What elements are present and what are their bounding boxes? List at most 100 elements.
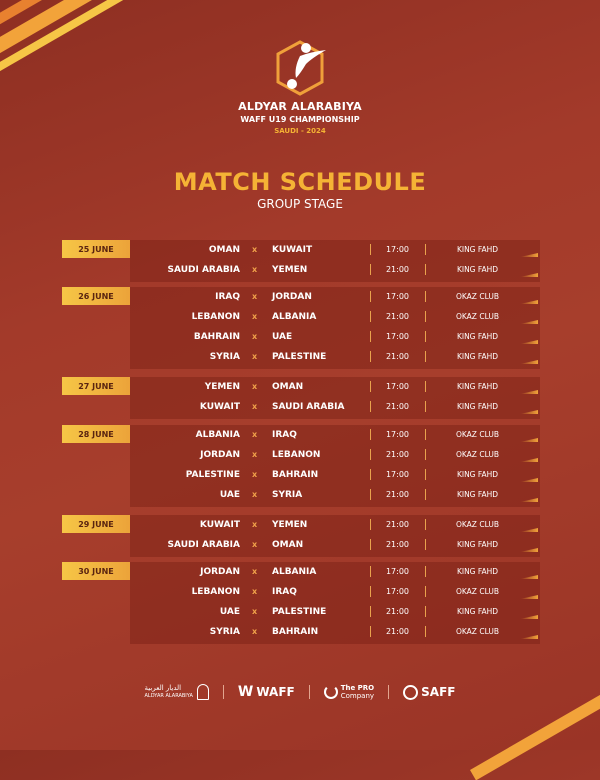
kickoff-time: 21:00 xyxy=(385,450,410,459)
match-row: YEMEN x OMAN 17:00 KING FAHD xyxy=(130,377,540,397)
home-team: UAE xyxy=(219,607,240,617)
decor-flag xyxy=(520,438,538,442)
championship-logo xyxy=(276,40,326,96)
decor-flag xyxy=(520,548,538,552)
match-row: IRAQ x JORDAN 17:00 OKAZ CLUB xyxy=(130,287,540,307)
home-team: KUWAIT xyxy=(199,520,240,530)
home-team: SAUDI ARABIA xyxy=(167,265,240,275)
divider xyxy=(425,489,426,500)
divider xyxy=(425,429,426,440)
divider xyxy=(370,606,371,617)
venue: OKAZ CLUB xyxy=(455,520,500,529)
matches-box xyxy=(130,240,540,282)
away-team: IRAQ xyxy=(272,430,297,440)
decor-flag xyxy=(520,478,538,482)
away-team: IRAQ xyxy=(272,587,297,597)
divider xyxy=(425,449,426,460)
championship-name: WAFF U19 CHAMPIONSHIP xyxy=(240,115,360,124)
away-team: YEMEN xyxy=(272,520,308,530)
away-team: BAHRAIN xyxy=(272,627,319,637)
matches-box xyxy=(130,377,540,419)
decor-flag xyxy=(520,360,538,364)
versus-mark: x xyxy=(252,450,258,459)
divider xyxy=(370,381,371,392)
day-group: 30 JUNE JORDAN x ALBANIA 17:00 KING FAHD … xyxy=(62,562,540,644)
venue: KING FAHD xyxy=(456,490,499,499)
match-row: BAHRAIN x UAE 17:00 KING FAHD xyxy=(130,327,540,347)
sponsor-pro-company: The PRO Company xyxy=(323,684,375,700)
matches-box xyxy=(130,515,540,557)
match-row: LEBANON x ALBANIA 21:00 OKAZ CLUB xyxy=(130,307,540,327)
divider xyxy=(425,539,426,550)
day-group: 29 JUNE KUWAIT x YEMEN 21:00 OKAZ CLUB SA… xyxy=(62,515,540,557)
divider xyxy=(425,291,426,302)
decor-flag xyxy=(520,498,538,502)
venue: KING FAHD xyxy=(456,540,499,549)
sponsor-waff: W WAFF xyxy=(238,684,295,700)
away-team: YEMEN xyxy=(272,265,308,275)
home-team: IRAQ xyxy=(215,292,240,302)
match-row: JORDAN x ALBANIA 17:00 KING FAHD xyxy=(130,562,540,582)
kickoff-time: 21:00 xyxy=(385,607,410,616)
kickoff-time: 17:00 xyxy=(385,587,410,596)
decor-flag xyxy=(520,410,538,414)
away-team: ALBANIA xyxy=(272,312,317,322)
decor-flag xyxy=(520,528,538,532)
sponsor-waff-label: WAFF xyxy=(256,685,295,699)
match-row: JORDAN x LEBANON 21:00 OKAZ CLUB xyxy=(130,445,540,465)
away-team: LEBANON xyxy=(272,450,321,460)
divider xyxy=(370,351,371,362)
home-team: JORDAN xyxy=(200,450,240,460)
match-row: UAE x SYRIA 21:00 KING FAHD xyxy=(130,485,540,505)
decor-flag xyxy=(520,253,538,257)
divider xyxy=(425,566,426,577)
sponsor-saff-label: SAFF xyxy=(421,685,456,699)
divider xyxy=(425,244,426,255)
divider xyxy=(425,401,426,412)
home-team: PALESTINE xyxy=(185,470,240,480)
versus-mark: x xyxy=(252,490,258,499)
divider xyxy=(370,539,371,550)
versus-mark: x xyxy=(252,332,258,341)
venue: KING FAHD xyxy=(456,265,499,274)
away-team: PALESTINE xyxy=(272,607,327,617)
away-team: KUWAIT xyxy=(272,245,313,255)
page-title: MATCH SCHEDULE xyxy=(173,168,427,196)
versus-mark: x xyxy=(252,245,258,254)
home-team: SYRIA xyxy=(209,627,240,637)
sponsor-aldyar-en: ALDYAR ALARABIYA xyxy=(144,693,193,699)
match-row: ALBANIA x IRAQ 17:00 OKAZ CLUB xyxy=(130,425,540,445)
away-team: BAHRAIN xyxy=(272,470,319,480)
versus-mark: x xyxy=(252,567,258,576)
decor-flag xyxy=(520,340,538,344)
matches-box xyxy=(130,425,540,507)
pro-label-1: The PRO xyxy=(340,684,375,692)
pro-logo-icon xyxy=(323,685,338,699)
venue: KING FAHD xyxy=(456,567,499,576)
divider xyxy=(425,606,426,617)
kickoff-time: 21:00 xyxy=(385,490,410,499)
kickoff-time: 17:00 xyxy=(385,567,410,576)
home-team: JORDAN xyxy=(200,567,240,577)
kickoff-time: 21:00 xyxy=(385,627,410,636)
away-team: ALBANIA xyxy=(272,567,317,577)
versus-mark: x xyxy=(252,520,258,529)
match-row: OMAN x KUWAIT 17:00 KING FAHD xyxy=(130,240,540,260)
divider xyxy=(370,586,371,597)
kickoff-time: 17:00 xyxy=(385,292,410,301)
divider xyxy=(425,626,426,637)
versus-mark: x xyxy=(252,627,258,636)
kickoff-time: 21:00 xyxy=(385,352,410,361)
matches-box xyxy=(130,287,540,369)
match-row: SAUDI ARABIA x YEMEN 21:00 KING FAHD xyxy=(130,260,540,280)
home-team: OMAN xyxy=(208,245,240,255)
home-team: ALBANIA xyxy=(195,430,240,440)
divider xyxy=(425,586,426,597)
organizer-name: ALDYAR ALARABIYA xyxy=(238,100,362,113)
day-group: 28 JUNE ALBANIA x IRAQ 17:00 OKAZ CLUB JO… xyxy=(62,425,540,507)
divider xyxy=(425,519,426,530)
saff-logo-icon xyxy=(403,684,419,700)
divider xyxy=(370,449,371,460)
day-group: 25 JUNE OMAN x KUWAIT 17:00 KING FAHD SAU… xyxy=(62,240,540,282)
divider xyxy=(370,626,371,637)
